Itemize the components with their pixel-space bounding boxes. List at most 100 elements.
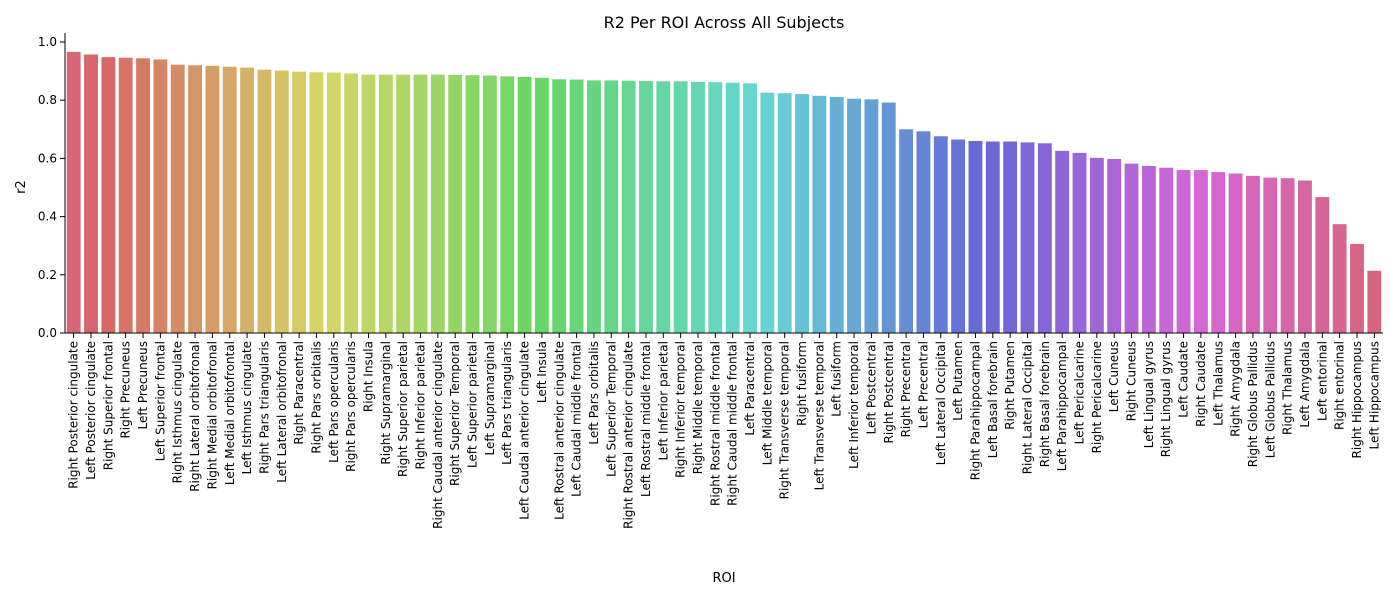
bar (899, 129, 914, 333)
x-tick-label: Left Inferior parietal (656, 341, 670, 461)
bar (1332, 224, 1347, 333)
x-tick-label: Left Transverse temporal (812, 341, 826, 490)
bar (951, 139, 966, 333)
bar (847, 98, 862, 334)
bar (916, 131, 931, 333)
x-tick-label: Right Rostral middle frontal (708, 341, 722, 506)
x-tick-label: Left Superior frontal (153, 341, 167, 461)
x-tick-label: Left Pars triangularis (500, 341, 514, 465)
bar (326, 72, 341, 334)
x-tick-label: Left Middle temporal (760, 341, 774, 465)
bar (292, 71, 307, 333)
x-tick-label: Left Caudal anterior cingulate (518, 341, 532, 520)
x-tick-label: Right Posterior cingulate (67, 341, 81, 489)
bar (361, 74, 376, 333)
x-tick-label: Right Transverse temporal (778, 341, 792, 499)
bar (777, 93, 792, 333)
x-tick-label: Right Putamen (1003, 341, 1017, 430)
chart-title: R2 Per ROI Across All Subjects (604, 13, 845, 32)
x-tick-label: Left entorinal (1315, 341, 1329, 421)
x-tick-label: Left Superior Temporal (604, 341, 618, 477)
bar (153, 59, 168, 334)
x-tick-label: Left Putamen (951, 341, 965, 421)
bar (864, 99, 879, 334)
x-tick-label: Left Precuneus (136, 341, 150, 430)
x-tick-label: Right Postcentral (882, 341, 896, 443)
x-tick-label: Left Lingual gyrus (1142, 341, 1156, 448)
x-tick-label: Right Isthmus cingulate (171, 341, 185, 483)
bar (205, 65, 220, 333)
y-tick-label: 0.2 (38, 268, 57, 282)
bar (257, 69, 272, 334)
x-tick-label: Right Superior Temporal (448, 341, 462, 486)
bar (673, 81, 688, 333)
x-tick-label: Right Inferior temporal (674, 341, 688, 478)
bar (1193, 170, 1208, 333)
x-tick-label: Left Rostral anterior cingulate (552, 341, 566, 520)
bar (1107, 158, 1122, 333)
bar (1280, 178, 1295, 333)
bar (691, 81, 705, 333)
bar (1263, 177, 1278, 333)
x-tick-label: Left Caudate (1177, 341, 1191, 418)
x-tick-label: Right Pars opercularis (344, 341, 358, 472)
bar (101, 57, 116, 334)
x-tick-label: Right entorinal (1333, 341, 1347, 430)
bar (1245, 175, 1260, 333)
bar (1124, 163, 1139, 333)
bar (1176, 170, 1191, 333)
bar (725, 82, 740, 334)
bar (1072, 152, 1087, 333)
bar (396, 74, 411, 333)
x-tick-label: Right Rostral anterior cingulate (622, 341, 636, 529)
x-tick-label: Left Rostral middle frontal (639, 341, 653, 497)
bar (1141, 165, 1156, 333)
x-tick-label: Right Lateral orbitofronal (188, 341, 202, 492)
x-tick-label: Left Postcentral (864, 341, 878, 434)
bar (1159, 167, 1174, 333)
x-tick-label: Right Medial orbitofronal (205, 341, 219, 489)
bar (413, 74, 428, 333)
x-tick-label: Left Medial orbitofrontal (223, 341, 237, 485)
bar (1055, 150, 1070, 333)
x-tick-label: Left Hippocampus (1367, 341, 1381, 449)
x-tick-label: Left Supramarginal (483, 341, 497, 456)
bar (222, 66, 237, 334)
bar (1298, 180, 1312, 333)
bar (1037, 143, 1052, 333)
bar (621, 80, 636, 333)
bar (1089, 157, 1104, 333)
bar (1315, 197, 1330, 333)
bar (66, 51, 81, 333)
bar (812, 95, 827, 334)
bar (344, 73, 359, 333)
bar (240, 67, 255, 333)
x-tick-label: Left Paracentral (743, 341, 757, 436)
x-tick-label: Right Caudal anterior cingulate (431, 341, 445, 529)
x-tick-label: Left Lateral orbitofronal (275, 341, 289, 483)
x-axis-label: ROI (712, 571, 735, 586)
bar (500, 76, 515, 333)
bar (274, 70, 289, 333)
x-tick-label: Left Globus Pallidus (1263, 341, 1277, 458)
y-axis: 0.0 0.2 0.4 0.6 0.8 1.0 (38, 35, 65, 340)
bar (656, 81, 671, 333)
x-tick-label: Right Middle temporal (691, 341, 705, 474)
bar (760, 92, 775, 333)
x-tick-label: Right Pars orbitalis (309, 341, 323, 454)
bar (985, 141, 1000, 333)
x-tick-label: Right Precuneus (119, 341, 133, 439)
x-tick-label: Left Basal forebrain (986, 341, 1000, 458)
bar (829, 96, 844, 334)
x-tick-label: Right Superior parietal (396, 341, 410, 477)
x-tick-label: Right Amygdala (1229, 341, 1243, 437)
bar (795, 94, 809, 334)
bar (1228, 173, 1243, 333)
x-tick-label: Left Parahippocampal (1055, 341, 1069, 471)
x-axis: Right Posterior cingulate Left Posterior … (67, 333, 1381, 529)
bar (586, 80, 601, 333)
x-tick-label: Left Thalamus (1211, 341, 1225, 426)
y-tick-label: 0.4 (38, 210, 57, 224)
bar (309, 72, 324, 333)
